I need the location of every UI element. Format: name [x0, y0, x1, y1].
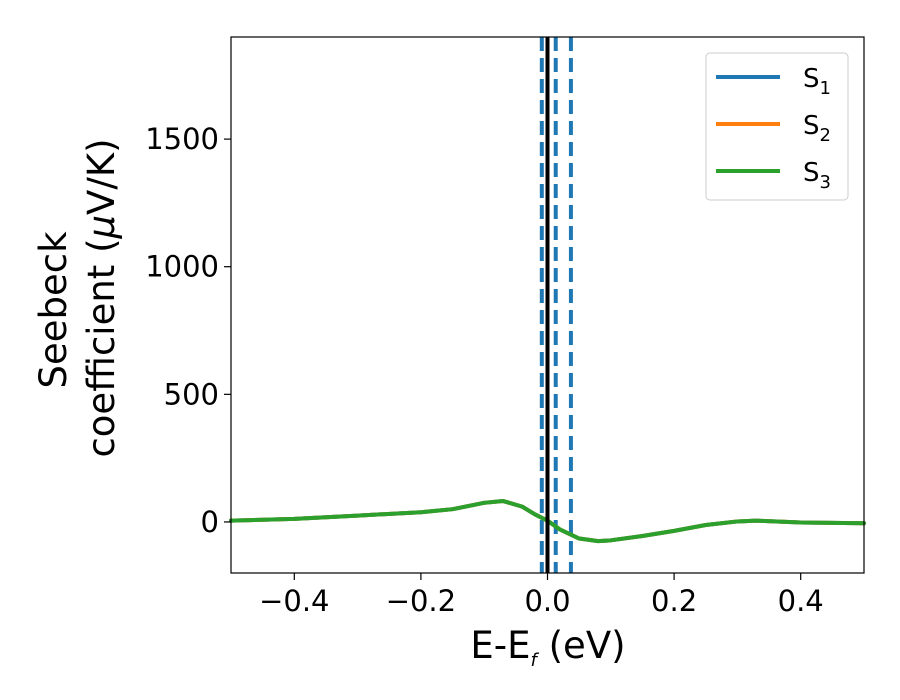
y-tick-label: 500 [164, 377, 219, 411]
x-tick-label: 0.4 [778, 584, 824, 618]
y-tick-label: 1500 [145, 122, 219, 156]
x-axis-label: E-Ef (eV) [470, 624, 625, 671]
x-tick-label: −0.4 [259, 584, 329, 618]
x-tick-label: 0.2 [651, 584, 697, 618]
legend: S1 S2 S3 [705, 52, 849, 201]
legend-label-1: S1 [803, 64, 831, 99]
y-axis-label-line1: Seebeck [32, 231, 75, 389]
series-line-3 [229, 499, 866, 544]
legend-label-2: S2 [803, 111, 831, 146]
x-tick-label: −0.2 [386, 584, 456, 618]
y-tick-label: 0 [201, 505, 219, 539]
y-axis-label-line2: coefficient (μV/K) [80, 138, 123, 457]
y-ticks: 0 500 1000 1500 [145, 122, 231, 539]
x-ticks: −0.4 −0.2 0.0 0.2 0.4 [259, 573, 824, 618]
legend-box [705, 52, 849, 201]
legend-label-3: S3 [803, 158, 831, 193]
y-axis-label: Seebeck coefficient (μV/K) [32, 138, 123, 457]
y-tick-label: 1000 [145, 250, 219, 284]
x-tick-label: 0.0 [524, 584, 570, 618]
series-lines [229, 499, 866, 544]
